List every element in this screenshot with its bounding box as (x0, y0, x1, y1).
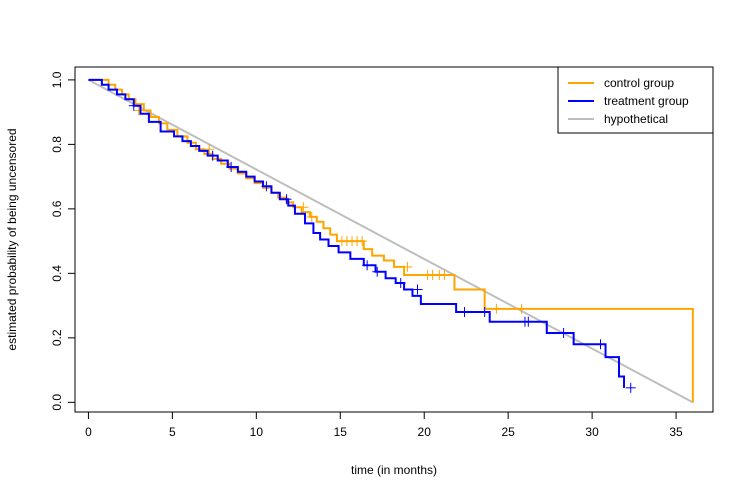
treatment-group-censor-mark (362, 260, 373, 271)
control-group-censor-mark (402, 261, 413, 272)
treatment-group-censor-mark (595, 339, 606, 350)
control-group-line (88, 78, 694, 403)
treatment-group-censor-mark (523, 316, 534, 327)
control-group-censor-mark (439, 269, 450, 280)
treatment-group-censor-mark (625, 382, 636, 393)
series-layer (87, 78, 694, 404)
legend-label-control-group: control group (604, 76, 674, 90)
x-tick-label: 20 (418, 425, 432, 439)
y-tick-label: 0.4 (50, 265, 64, 282)
treatment-group-censor-mark (479, 307, 490, 318)
treatment-group-censor-mark (395, 278, 406, 289)
y-tick-label: 0.0 (50, 394, 64, 411)
treatment-group-censor-mark (558, 328, 569, 339)
y-tick-label: 0.8 (50, 136, 64, 153)
legend: control group treatment group hypothetical (557, 66, 714, 134)
control-group-censor-mark (516, 303, 527, 314)
treatment-group-line (88, 78, 626, 388)
control-group-censor-mark (133, 105, 144, 116)
y-tick-label: 0.2 (50, 329, 64, 346)
treatment-group-censor-mark (372, 266, 383, 277)
x-tick-label: 10 (250, 425, 264, 439)
treatment-group-censor-mark (281, 194, 292, 205)
x-tick-label: 30 (585, 425, 599, 439)
control-group-censor-mark (357, 236, 368, 247)
x-tick-label: 5 (169, 425, 176, 439)
treatment-group-censor-mark (459, 307, 470, 318)
y-axis: 0.0 0.2 0.4 0.6 0.8 1.0 (50, 71, 76, 411)
x-tick-label: 25 (501, 425, 515, 439)
treatment-group-censor-mark (226, 161, 237, 172)
treatment-group-censor-mark (207, 150, 218, 161)
control-group-censor-mark (204, 144, 215, 155)
hypothetical-line (87, 79, 694, 404)
control-group-censor-mark (491, 303, 502, 314)
x-tick-label: 15 (334, 425, 348, 439)
y-tick-label: 1.0 (50, 71, 64, 88)
x-tick-label: 35 (669, 425, 683, 439)
control-group-censor-mark (298, 202, 309, 213)
treatment-group-censor-mark (261, 181, 272, 192)
x-axis: 0 5 10 15 20 25 30 35 (85, 411, 683, 439)
legend-label-treatment-group: treatment group (604, 94, 689, 108)
y-axis-title: estimated probability of being uncensore… (5, 128, 19, 350)
control-group-censor-mark (306, 211, 317, 222)
y-tick-label: 0.6 (50, 200, 64, 217)
x-tick-label: 0 (85, 425, 92, 439)
x-axis-title: time (in months) (351, 463, 437, 477)
treatment-group-censor-mark (128, 100, 139, 111)
legend-label-hypothetical: hypothetical (604, 112, 668, 126)
treatment-group-censor-mark (412, 284, 423, 295)
